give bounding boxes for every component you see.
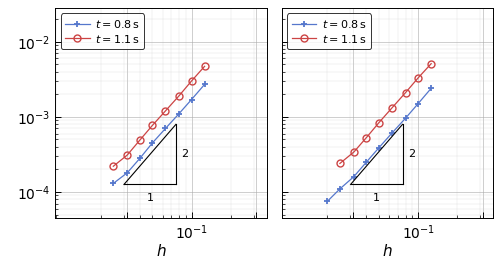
$t = 1.1\,\mathrm{s}$ [402,91,408,94]
X-axis label: $h$: $h$ [156,243,166,259]
Text: 1: 1 [373,194,380,204]
$t = 1.1\,\mathrm{s}$ [363,136,369,139]
Text: 2: 2 [181,149,188,159]
$t = 0.8\,\mathrm{s}$ [376,146,382,149]
$t = 1.1\,\mathrm{s}$ [162,109,168,113]
Line: $t = 0.8\,\mathrm{s}$: $t = 0.8\,\mathrm{s}$ [110,81,208,187]
$t = 1.1\,\mathrm{s}$ [428,62,434,65]
$t = 1.1\,\mathrm{s}$ [149,124,155,127]
$t = 0.8\,\mathrm{s}$ [162,127,168,130]
$t = 0.8\,\mathrm{s}$ [402,117,408,120]
$t = 0.8\,\mathrm{s}$ [176,112,182,115]
$t = 1.1\,\mathrm{s}$ [110,165,116,168]
$t = 0.8\,\mathrm{s}$ [337,187,343,190]
$t = 0.8\,\mathrm{s}$ [324,200,330,203]
$t = 1.1\,\mathrm{s}$ [137,139,143,142]
$t = 0.8\,\mathrm{s}$ [363,160,369,164]
$t = 0.8\,\mathrm{s}$ [389,132,395,135]
$t = 0.8\,\mathrm{s}$ [415,102,421,105]
Line: $t = 1.1\,\mathrm{s}$: $t = 1.1\,\mathrm{s}$ [110,63,208,170]
$t = 1.1\,\mathrm{s}$ [124,154,130,157]
$t = 0.8\,\mathrm{s}$ [110,182,116,185]
$t = 1.1\,\mathrm{s}$ [389,106,395,109]
$t = 1.1\,\mathrm{s}$ [415,76,421,79]
Line: $t = 0.8\,\mathrm{s}$: $t = 0.8\,\mathrm{s}$ [324,85,435,205]
$t = 1.1\,\mathrm{s}$ [351,150,357,154]
$t = 1.1\,\mathrm{s}$ [376,121,382,124]
$t = 0.8\,\mathrm{s}$ [201,83,207,86]
$t = 1.1\,\mathrm{s}$ [337,162,343,165]
$t = 0.8\,\mathrm{s}$ [137,157,143,160]
X-axis label: $h$: $h$ [382,243,393,259]
$t = 0.8\,\mathrm{s}$ [428,87,434,90]
$t = 0.8\,\mathrm{s}$ [124,171,130,174]
Text: 1: 1 [146,194,153,204]
Text: 2: 2 [408,149,415,159]
$t = 1.1\,\mathrm{s}$ [188,79,194,83]
Legend: $t = 0.8\,\mathrm{s}$, $t = 1.1\,\mathrm{s}$: $t = 0.8\,\mathrm{s}$, $t = 1.1\,\mathrm… [61,13,144,49]
$t = 0.8\,\mathrm{s}$ [188,98,194,101]
$t = 0.8\,\mathrm{s}$ [351,175,357,178]
$t = 1.1\,\mathrm{s}$ [176,94,182,98]
$t = 1.1\,\mathrm{s}$ [201,65,207,68]
Legend: $t = 0.8\,\mathrm{s}$, $t = 1.1\,\mathrm{s}$: $t = 0.8\,\mathrm{s}$, $t = 1.1\,\mathrm… [287,13,371,49]
$t = 0.8\,\mathrm{s}$ [149,141,155,144]
Line: $t = 1.1\,\mathrm{s}$: $t = 1.1\,\mathrm{s}$ [337,60,435,167]
